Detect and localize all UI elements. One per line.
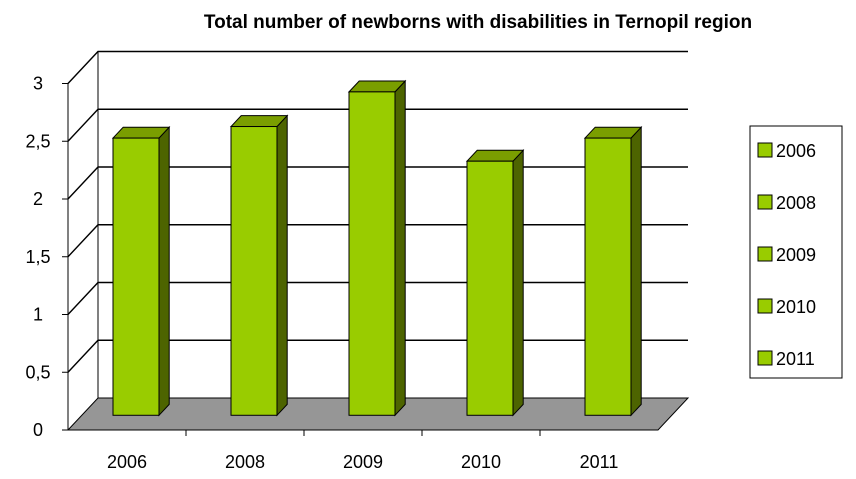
legend-swatch <box>757 350 773 366</box>
bar-side <box>394 79 406 417</box>
y-tick-label: 2 <box>33 189 43 209</box>
y-tick-label: 0 <box>33 420 43 440</box>
x-tick-label: 2006 <box>107 452 147 472</box>
bar-top <box>111 126 171 139</box>
bar-top <box>347 80 407 93</box>
legend-label: 2009 <box>776 245 816 265</box>
gridline <box>67 50 688 84</box>
x-tick-label: 2008 <box>225 452 265 472</box>
y-tick-label: 3 <box>33 74 43 94</box>
legend-swatch <box>757 142 773 158</box>
legend-swatch <box>757 194 773 210</box>
legend-label: 2011 <box>776 349 815 369</box>
bar-top <box>229 115 289 128</box>
y-tick-label: 1,5 <box>25 247 50 267</box>
legend-label: 2008 <box>776 193 816 213</box>
y-tick-label: 1 <box>33 305 43 325</box>
bar <box>230 126 278 416</box>
legend-swatch <box>757 298 773 314</box>
legend-label: 2010 <box>776 297 816 317</box>
bar <box>112 137 160 416</box>
legend-label: 2006 <box>776 141 816 161</box>
bar-side <box>630 125 642 417</box>
x-tick-label: 2009 <box>343 452 383 472</box>
bar-top <box>583 126 643 139</box>
x-tick-label: 2011 <box>580 452 619 472</box>
x-tick-label: 2010 <box>461 452 501 472</box>
y-tick-label: 2,5 <box>25 131 50 151</box>
chart-title: Total number of newborns with disabiliti… <box>204 12 752 33</box>
bar <box>584 137 632 416</box>
y-tick-label: 0,5 <box>25 362 50 382</box>
bar-side <box>512 149 524 417</box>
bar-side <box>158 125 170 417</box>
bar-top <box>465 149 525 162</box>
bar <box>348 91 396 416</box>
bar-side <box>276 114 288 417</box>
legend-swatch <box>757 246 773 262</box>
bar <box>466 160 514 416</box>
